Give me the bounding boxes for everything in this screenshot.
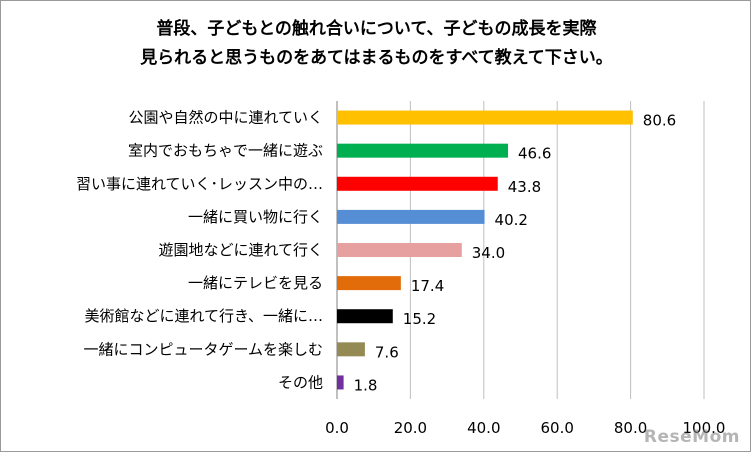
bar (337, 209, 485, 224)
bar (337, 342, 365, 357)
category-label: 一緒にコンピュータゲームを楽しむ (83, 340, 323, 358)
bar (337, 243, 462, 257)
data-label: 46.6 (518, 145, 551, 163)
watermark-logo: ReseMom (643, 427, 740, 447)
category-label: 習い事に連れていく･レッスン中の… (76, 175, 323, 193)
data-label: 1.8 (354, 376, 378, 394)
bar (337, 276, 401, 291)
category-label: 遊園地などに連れて行く (158, 241, 323, 259)
category-label: 室内でおもちゃで一緒に遊ぶ (128, 142, 323, 160)
data-label: 17.4 (411, 277, 444, 295)
category-label: 公園や自然の中に連れていく (128, 109, 323, 127)
x-tick-label: 0.0 (325, 419, 349, 437)
data-label: 34.0 (472, 244, 505, 262)
bar (337, 143, 509, 158)
bar (337, 375, 344, 390)
data-label: 80.6 (643, 112, 676, 130)
bar (337, 176, 498, 191)
x-tick-label: 60.0 (540, 419, 573, 437)
x-tick-label: 20.0 (394, 419, 427, 437)
x-tick-label: 40.0 (467, 419, 500, 437)
data-label: 40.2 (495, 211, 528, 229)
bar (337, 110, 633, 125)
data-label: 15.2 (403, 310, 436, 328)
category-label: その他 (278, 373, 323, 391)
chart-title: 普段、子どもとの触れ合いについて、子どもの成長を実際 見られると思うものをあては… (140, 19, 613, 68)
category-label: 美術館などに連れて行き、一緒に… (84, 307, 323, 325)
bar (337, 309, 393, 324)
category-label: 一緒にテレビを見る (188, 274, 323, 292)
category-label: 一緒に買い物に行く (188, 208, 323, 226)
x-tick-label: 80.0 (614, 419, 647, 437)
data-label: 7.6 (375, 343, 399, 361)
x-tick-label: 100.0 (683, 419, 726, 437)
data-label: 43.8 (508, 178, 541, 196)
